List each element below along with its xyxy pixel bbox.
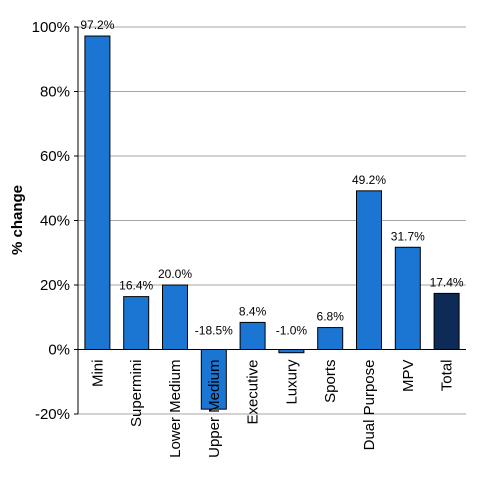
bar-lower-medium — [162, 284, 188, 350]
x-tick-label: Sports — [322, 360, 339, 403]
bar-sports — [317, 327, 344, 351]
data-label: 8.4% — [239, 304, 267, 318]
bar-mini — [84, 35, 111, 350]
y-tick-label: 40% — [40, 213, 70, 230]
y-tick-label: 60% — [40, 148, 70, 165]
bar-dual-purpose — [356, 190, 382, 350]
data-label: -1.0% — [276, 324, 308, 338]
x-tick-label: Executive — [245, 360, 262, 425]
data-label: 97.2% — [80, 18, 114, 32]
x-tick-label: Mini — [89, 360, 106, 388]
grid-lines — [78, 26, 466, 415]
bar-executive — [239, 321, 266, 351]
data-label: 49.2% — [352, 173, 386, 187]
x-tick-label: Luxury — [283, 359, 300, 405]
y-tick-label: -20% — [35, 406, 70, 423]
data-label: 16.4% — [119, 279, 153, 293]
data-label: 20.0% — [158, 267, 192, 281]
axes — [74, 26, 466, 415]
x-tick-label: Total — [439, 360, 456, 392]
x-tick-label: MPV — [400, 360, 417, 393]
x-tick-label: Dual Purpose — [361, 360, 378, 451]
data-label: 6.8% — [317, 310, 345, 324]
y-tick-label: 100% — [32, 19, 70, 36]
x-tick-label: Lower Medium — [167, 360, 184, 458]
data-label: 17.4% — [430, 275, 464, 289]
y-tick-label: 80% — [40, 84, 70, 101]
y-axis-title: % change — [9, 185, 26, 255]
bar-supermini — [123, 296, 150, 350]
data-label: -18.5% — [195, 324, 233, 338]
x-tick-label: Upper Medium — [206, 360, 223, 458]
data-label: 31.7% — [391, 229, 425, 243]
bar-mpv — [394, 246, 421, 350]
y-tick-label: 0% — [48, 342, 70, 359]
x-tick-label: Supermini — [128, 360, 145, 428]
y-tick-label: 20% — [40, 277, 70, 294]
labels: -20% 0% 20% 40% 60% 80% 100% 97.2% Mini 16.4% Supe… — [32, 18, 464, 458]
bar-total — [433, 292, 460, 351]
